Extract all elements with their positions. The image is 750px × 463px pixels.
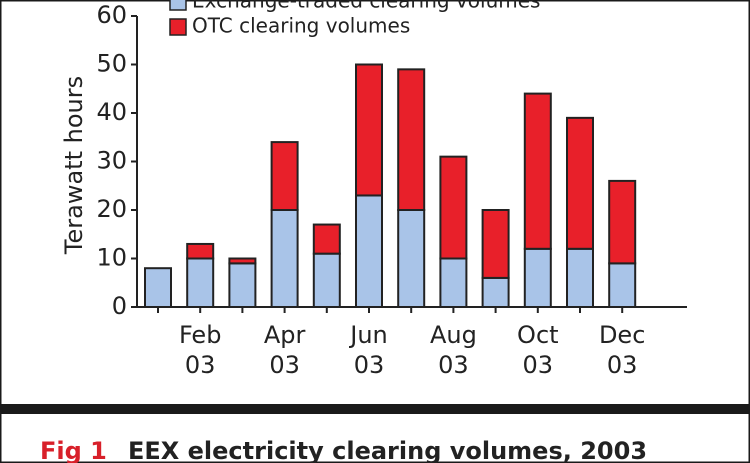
legend-label: OTC clearing volumes xyxy=(192,14,410,38)
y-tick-label: 60 xyxy=(96,1,127,29)
bar-segment xyxy=(186,242,215,260)
legend-swatch xyxy=(169,0,187,11)
bar-segment xyxy=(270,209,299,308)
bar-segment xyxy=(270,141,299,212)
bar-segment xyxy=(481,209,510,279)
bar-segment xyxy=(312,252,341,308)
bar-segment xyxy=(566,247,594,309)
bar-segment xyxy=(397,68,426,211)
bar-segment xyxy=(439,155,468,260)
x-tick-label: Oct 03 xyxy=(517,321,559,379)
legend-label: Exchange-traded clearing volumes xyxy=(192,0,540,13)
bar-segment xyxy=(228,257,257,265)
bar-segment xyxy=(312,223,341,255)
y-tick-label: 20 xyxy=(96,195,127,223)
x-tick-label: Apr 03 xyxy=(263,321,306,379)
bar-segment xyxy=(481,276,510,308)
y-tick-label: 0 xyxy=(112,292,127,320)
y-tick-label: 50 xyxy=(96,50,127,78)
bar-segment xyxy=(566,116,594,250)
x-tick-label: Jun 03 xyxy=(350,321,388,379)
bar-segment xyxy=(608,179,637,265)
caption: EEX electricity clearing volumes, 2003 xyxy=(128,437,647,463)
bar-segment xyxy=(228,262,257,309)
bar-segment xyxy=(523,92,552,250)
bar-segment xyxy=(608,262,637,309)
bar-segment xyxy=(355,63,383,197)
caption-label: Fig 1 xyxy=(40,437,107,463)
bar-segment xyxy=(523,247,552,309)
divider xyxy=(0,404,750,414)
y-tick-label: 10 xyxy=(96,244,127,272)
legend-swatch xyxy=(169,18,187,36)
x-tick-label: Dec 03 xyxy=(598,321,646,379)
bar-segment xyxy=(355,194,383,308)
bar-segment xyxy=(186,257,215,308)
y-axis-label: Terawatt hours xyxy=(60,76,88,255)
y-tick-label: 40 xyxy=(96,98,127,126)
y-tick-label: 30 xyxy=(96,147,127,175)
x-tick-label: Aug 03 xyxy=(429,321,477,379)
bar-segment xyxy=(439,257,468,308)
bar-segment xyxy=(397,209,426,308)
x-tick-label: Feb 03 xyxy=(178,321,222,379)
bar-segment xyxy=(144,267,172,309)
